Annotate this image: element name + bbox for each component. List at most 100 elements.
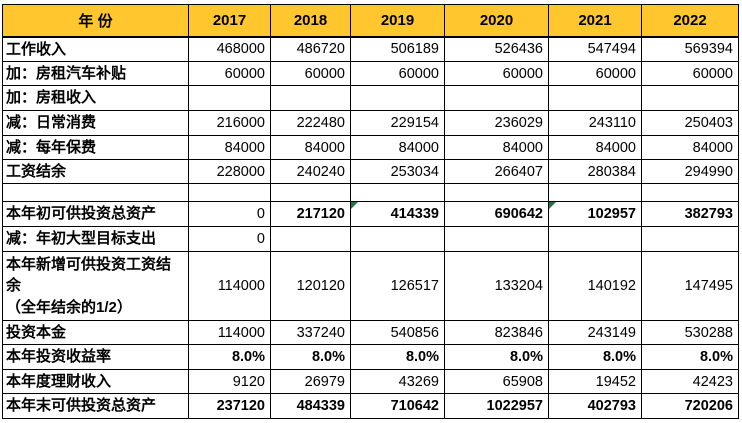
cell-investment-return-rate-2019[interactable]: 8.0% [350,344,445,370]
cell-rent-income-2020[interactable] [444,85,549,111]
cell-year-end-investable-assets-2019[interactable]: 710642 [350,393,445,419]
year-header-2017[interactable]: 2017 [188,4,271,38]
cell-work-income-2022[interactable]: 569394 [641,36,739,62]
cell-salary-surplus-2017[interactable]: 228000 [188,159,271,184]
row-label-daily-consumption[interactable]: 减：日常消费 [2,110,189,136]
cell-year-begin-goal-expense-2019[interactable] [350,226,445,252]
cell-spacer-2017[interactable] [188,183,271,202]
cell-investment-return-rate-2022[interactable]: 8.0% [641,344,739,370]
cell-investment-principal-2022[interactable]: 530288 [641,320,739,345]
cell-rent-income-2022[interactable] [641,85,739,111]
cell-work-income-2017[interactable]: 468000 [188,36,271,62]
cell-new-investable-salary-surplus-2018[interactable]: 120120 [270,251,351,321]
cell-year-begin-investable-assets-2018[interactable]: 217120 [270,201,351,227]
row-label-spacer[interactable] [2,183,189,202]
cell-year-begin-investable-assets-2022[interactable]: 382793 [641,201,739,227]
year-header-2020[interactable]: 2020 [444,4,549,38]
cell-investment-principal-2018[interactable]: 337240 [270,320,351,345]
cell-annual-premium-2017[interactable]: 84000 [188,135,271,160]
cell-work-income-2020[interactable]: 526436 [444,36,549,62]
cell-investment-principal-2020[interactable]: 823846 [444,320,549,345]
row-label-year-begin-goal-expense[interactable]: 减：年初大型目标支出 [2,226,189,252]
cell-investment-return-rate-2020[interactable]: 8.0% [444,344,549,370]
cell-daily-consumption-2019[interactable]: 229154 [350,110,445,136]
cell-salary-surplus-2018[interactable]: 240240 [270,159,351,184]
row-label-investment-principal[interactable]: 投资本金 [2,320,189,345]
cell-year-end-investable-assets-2017[interactable]: 237120 [188,393,271,419]
cell-rent-car-subsidy-2020[interactable]: 60000 [444,61,549,86]
cell-daily-consumption-2017[interactable]: 216000 [188,110,271,136]
cell-daily-consumption-2018[interactable]: 222480 [270,110,351,136]
cell-wealth-management-income-2018[interactable]: 26979 [270,369,351,394]
row-label-rent-income[interactable]: 加：房租收入 [2,85,189,111]
cell-year-end-investable-assets-2022[interactable]: 720206 [641,393,739,419]
cell-annual-premium-2021[interactable]: 84000 [548,135,642,160]
cell-salary-surplus-2020[interactable]: 266407 [444,159,549,184]
cell-spacer-2022[interactable] [641,183,739,202]
cell-new-investable-salary-surplus-2020[interactable]: 133204 [444,251,549,321]
cell-wealth-management-income-2021[interactable]: 19452 [548,369,642,394]
row-label-new-investable-salary-surplus[interactable]: 本年新增可供投资工资结 余 （全年结余的1/2） [2,251,189,321]
cell-year-end-investable-assets-2018[interactable]: 484339 [270,393,351,419]
cell-work-income-2019[interactable]: 506189 [350,36,445,62]
cell-rent-car-subsidy-2019[interactable]: 60000 [350,61,445,86]
cell-rent-income-2021[interactable] [548,85,642,111]
year-label-header[interactable]: 年 份 [2,4,189,38]
cell-year-begin-goal-expense-2021[interactable] [548,226,642,252]
cell-spacer-2019[interactable] [350,183,445,202]
cell-year-begin-investable-assets-2019[interactable]: 414339 [350,201,445,227]
cell-work-income-2021[interactable]: 547494 [548,36,642,62]
cell-spacer-2020[interactable] [444,183,549,202]
cell-annual-premium-2020[interactable]: 84000 [444,135,549,160]
cell-rent-car-subsidy-2018[interactable]: 60000 [270,61,351,86]
cell-annual-premium-2018[interactable]: 84000 [270,135,351,160]
cell-year-end-investable-assets-2021[interactable]: 402793 [548,393,642,419]
cell-investment-return-rate-2017[interactable]: 8.0% [188,344,271,370]
cell-spacer-2021[interactable] [548,183,642,202]
row-label-year-begin-investable-assets[interactable]: 本年初可供投资总资产 [2,201,189,227]
cell-annual-premium-2022[interactable]: 84000 [641,135,739,160]
row-label-work-income[interactable]: 工作收入 [2,36,189,62]
cell-year-begin-goal-expense-2020[interactable] [444,226,549,252]
cell-daily-consumption-2020[interactable]: 236029 [444,110,549,136]
cell-investment-principal-2021[interactable]: 243149 [548,320,642,345]
cell-investment-return-rate-2021[interactable]: 8.0% [548,344,642,370]
cell-rent-income-2019[interactable] [350,85,445,111]
year-header-2018[interactable]: 2018 [270,4,351,38]
cell-new-investable-salary-surplus-2017[interactable]: 114000 [188,251,271,321]
cell-new-investable-salary-surplus-2019[interactable]: 126517 [350,251,445,321]
cell-rent-income-2018[interactable] [270,85,351,111]
cell-rent-car-subsidy-2022[interactable]: 60000 [641,61,739,86]
cell-investment-return-rate-2018[interactable]: 8.0% [270,344,351,370]
row-label-salary-surplus[interactable]: 工资结余 [2,159,189,184]
cell-year-begin-investable-assets-2021[interactable]: 102957 [548,201,642,227]
cell-rent-car-subsidy-2017[interactable]: 60000 [188,61,271,86]
cell-investment-principal-2019[interactable]: 540856 [350,320,445,345]
cell-year-begin-goal-expense-2018[interactable] [270,226,351,252]
cell-year-begin-investable-assets-2020[interactable]: 690642 [444,201,549,227]
cell-salary-surplus-2022[interactable]: 294990 [641,159,739,184]
year-header-2019[interactable]: 2019 [350,4,445,38]
cell-spacer-2018[interactable] [270,183,351,202]
row-label-annual-premium[interactable]: 减：每年保费 [2,135,189,160]
row-label-investment-return-rate[interactable]: 本年投资收益率 [2,344,189,370]
year-header-2021[interactable]: 2021 [548,4,642,38]
cell-work-income-2018[interactable]: 486720 [270,36,351,62]
row-label-rent-car-subsidy[interactable]: 加：房租汽车补贴 [2,61,189,86]
cell-wealth-management-income-2019[interactable]: 43269 [350,369,445,394]
cell-salary-surplus-2019[interactable]: 253034 [350,159,445,184]
cell-rent-income-2017[interactable] [188,85,271,111]
cell-wealth-management-income-2020[interactable]: 65908 [444,369,549,394]
cell-salary-surplus-2021[interactable]: 280384 [548,159,642,184]
year-header-2022[interactable]: 2022 [641,4,739,38]
cell-new-investable-salary-surplus-2021[interactable]: 140192 [548,251,642,321]
cell-year-begin-investable-assets-2017[interactable]: 0 [188,201,271,227]
cell-year-end-investable-assets-2020[interactable]: 1022957 [444,393,549,419]
cell-year-begin-goal-expense-2017[interactable]: 0 [188,226,271,252]
cell-wealth-management-income-2017[interactable]: 9120 [188,369,271,394]
cell-daily-consumption-2022[interactable]: 250403 [641,110,739,136]
cell-investment-principal-2017[interactable]: 114000 [188,320,271,345]
cell-rent-car-subsidy-2021[interactable]: 60000 [548,61,642,86]
cell-annual-premium-2019[interactable]: 84000 [350,135,445,160]
cell-new-investable-salary-surplus-2022[interactable]: 147495 [641,251,739,321]
